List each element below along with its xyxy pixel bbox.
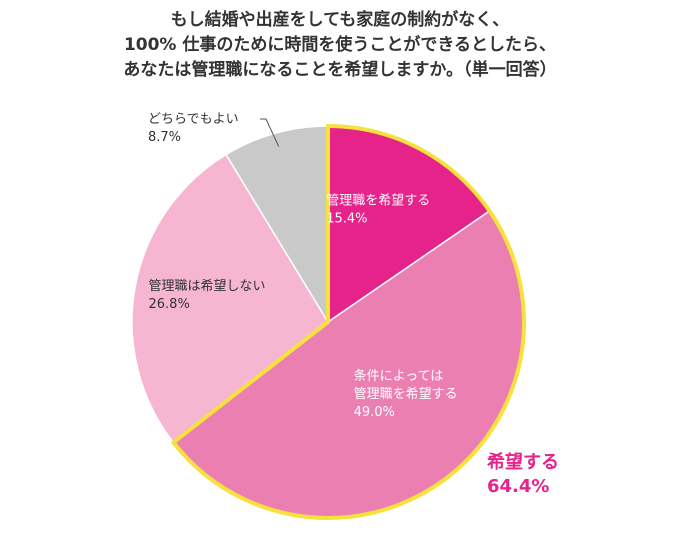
slice-name-label: どちらでもよい: [148, 112, 239, 127]
slice-name-label: 条件によっては: [354, 368, 444, 384]
chart-title-line-3: あなたは管理職になることを希望しますか。（単一回答）: [123, 60, 557, 80]
pie-slice-3: [131, 153, 329, 444]
slice-labels: 管理職を希望する15.4%条件によっては管理職を希望する49.0%管理職は希望し…: [148, 112, 559, 497]
slice-name-label: 管理職を希望する: [354, 386, 458, 402]
chart-title: もし結婚や出産をしても家庭の制約がなく、 100% 仕事のために時間を使うことが…: [0, 8, 680, 83]
chart-title-line-2: 100% 仕事のために時間を使うことができるとしたら、: [123, 35, 557, 55]
slice-value-label: 15.4%: [326, 212, 367, 227]
slice-value-label: 49.0%: [354, 405, 395, 420]
highlight-label: 希望する: [487, 451, 559, 473]
slice-name-label: 管理職は希望しない: [149, 278, 266, 294]
slice-value-label: 8.7%: [148, 130, 181, 145]
highlight-outline-path: [171, 124, 526, 520]
pie-slice-4: [224, 125, 329, 325]
leader-line: [260, 118, 280, 147]
slice-name-label: 管理職を希望する: [326, 193, 430, 209]
pie-slices: [131, 125, 525, 519]
highlight-value-label: 64.4%: [487, 476, 549, 497]
slice-value-label: 26.8%: [149, 297, 190, 312]
highlight-outline: [171, 124, 526, 520]
chart-title-line-1: もし結婚や出産をしても家庭の制約がなく、: [170, 10, 510, 30]
